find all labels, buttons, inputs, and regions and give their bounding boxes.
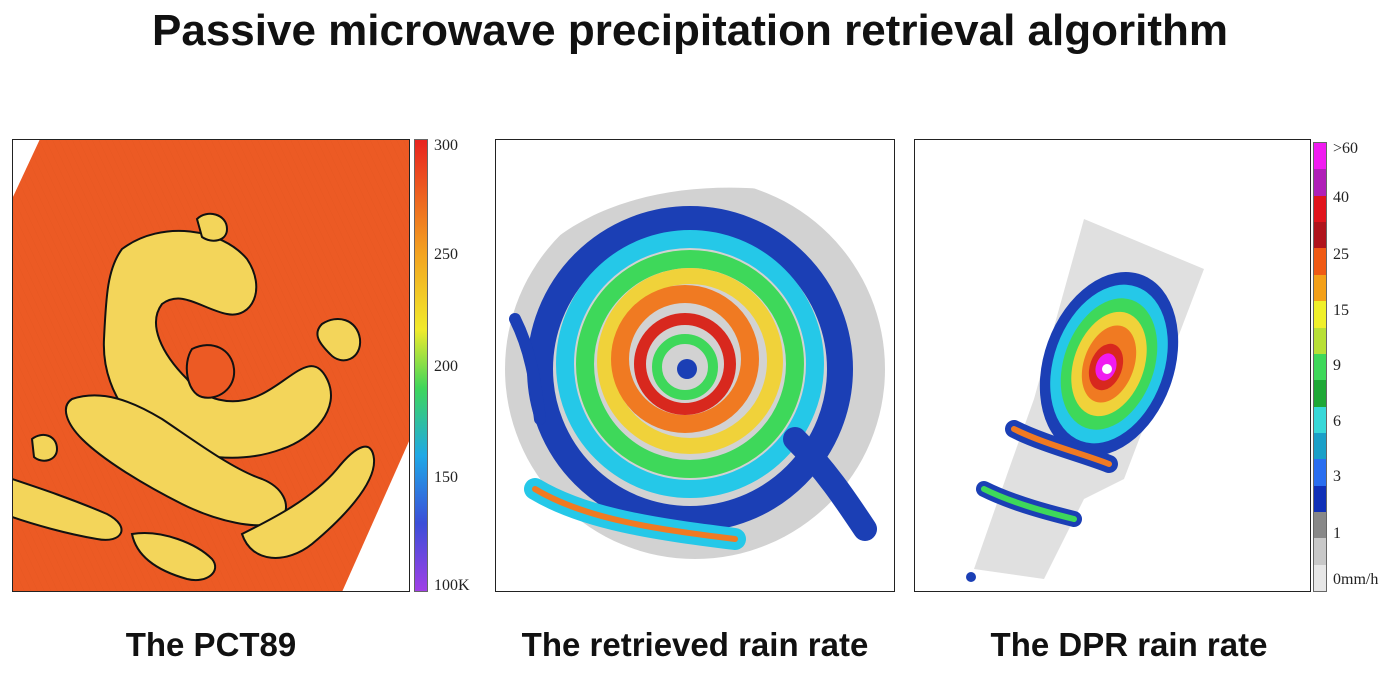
rain-tick-9: 9 (1333, 357, 1341, 374)
rain-colorbar-step (1314, 274, 1326, 302)
page-title: Passive microwave precipitation retrieva… (152, 6, 1228, 55)
rain-tick-6: 6 (1333, 413, 1341, 430)
rain-tick-60: >60 (1333, 140, 1359, 157)
caption-retrieved: The retrieved rain rate (521, 626, 869, 663)
rain-tick-40: 40 (1333, 189, 1349, 206)
rain-colorbar-step (1314, 380, 1326, 407)
rain-colorbar-step (1314, 169, 1326, 196)
rain-colorbar-step (1314, 432, 1326, 460)
rain-colorbar-step (1314, 143, 1326, 170)
pct89-tick-100k: 100K (434, 577, 470, 594)
rain-tick-1: 1 (1333, 525, 1341, 542)
pct89-tick-250: 250 (434, 246, 458, 263)
cloud-bands (12, 212, 376, 582)
rain-colorbar-step (1314, 248, 1326, 275)
rain-colorbar-step (1314, 512, 1326, 539)
pct89-colorbar (414, 139, 428, 592)
rain-tick-3: 3 (1333, 468, 1341, 485)
rain-colorbar-step (1314, 485, 1326, 513)
caption-pct89: The PCT89 (125, 626, 297, 663)
rain-colorbar (1313, 142, 1327, 592)
rain-colorbar-step (1314, 538, 1326, 565)
pct89-tick-300: 300 (434, 137, 458, 154)
rain-tick-25: 25 (1333, 246, 1349, 263)
rain-colorbar-step (1314, 459, 1326, 486)
rain-tick-15: 15 (1333, 302, 1349, 319)
rain-colorbar-step (1314, 327, 1326, 354)
rain-tick-0: 0mm/h (1333, 571, 1379, 588)
pct89-tick-150: 150 (434, 469, 458, 486)
rain-colorbar-step (1314, 222, 1326, 249)
rain-spiral (509, 206, 877, 550)
pct89-tick-200: 200 (434, 358, 458, 375)
caption-dpr: The DPR rain rate (990, 626, 1268, 663)
rain-colorbar-step (1314, 353, 1326, 381)
dpr-swath (966, 219, 1204, 582)
rain-colorbar-step (1314, 195, 1326, 223)
dpr-rain-map (914, 139, 1311, 592)
retrieved-rain-map (495, 139, 895, 592)
rain-colorbar-step (1314, 406, 1326, 433)
rain-colorbar-step (1314, 564, 1326, 591)
pct89-map (12, 139, 410, 592)
rain-colorbar-step (1314, 301, 1326, 328)
